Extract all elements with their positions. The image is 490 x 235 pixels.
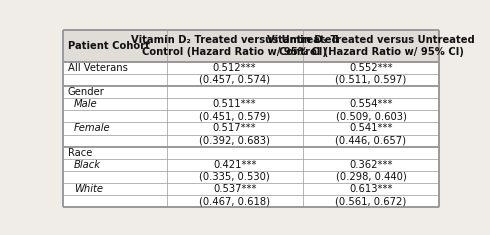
Text: Black: Black [74,160,101,170]
Text: Vitamin D₃ Treated versus Untreated
Control (Hazard Ratio w/ 95% CI): Vitamin D₃ Treated versus Untreated Cont… [267,35,475,57]
Text: All Veterans: All Veterans [68,63,127,73]
Text: Vitamin D₂ Treated versus Untreated
Control (Hazard Ratio w/ 95% CI): Vitamin D₂ Treated versus Untreated Cont… [131,35,339,57]
Text: (0.511, 0.597): (0.511, 0.597) [335,75,407,85]
Text: Male: Male [74,99,98,109]
Text: 0.511***: 0.511*** [213,99,256,109]
Text: (0.509, 0.603): (0.509, 0.603) [336,111,406,121]
Text: (0.467, 0.618): (0.467, 0.618) [199,196,270,206]
Text: Patient Cohort: Patient Cohort [68,41,149,51]
Text: 0.554***: 0.554*** [349,99,392,109]
Text: Female: Female [74,123,110,133]
Text: 0.541***: 0.541*** [349,123,392,133]
Text: Race: Race [68,148,92,158]
Text: (0.446, 0.657): (0.446, 0.657) [336,136,407,145]
Text: 0.517***: 0.517*** [213,123,256,133]
Text: White: White [74,184,103,194]
Text: (0.298, 0.440): (0.298, 0.440) [336,172,406,182]
Text: 0.362***: 0.362*** [349,160,392,170]
Bar [63,30,439,62]
Text: (0.335, 0.530): (0.335, 0.530) [199,172,270,182]
Text: (0.392, 0.683): (0.392, 0.683) [199,136,270,145]
Text: (0.457, 0.574): (0.457, 0.574) [199,75,270,85]
Text: 0.512***: 0.512*** [213,63,256,73]
Text: 0.421***: 0.421*** [213,160,256,170]
Text: 0.613***: 0.613*** [349,184,392,194]
Text: 0.537***: 0.537*** [213,184,256,194]
Text: (0.561, 0.672): (0.561, 0.672) [335,196,407,206]
Text: Gender: Gender [68,87,104,97]
Text: 0.552***: 0.552*** [349,63,393,73]
Text: (0.451, 0.579): (0.451, 0.579) [199,111,270,121]
